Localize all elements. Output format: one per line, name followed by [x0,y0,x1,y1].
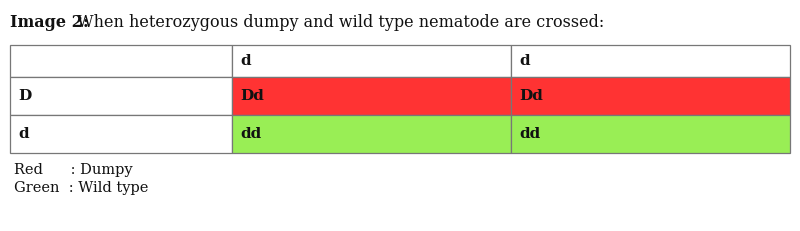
Text: D: D [18,89,31,103]
Text: Dd: Dd [240,89,264,103]
Text: d: d [519,54,530,68]
Text: Red      : Dumpy: Red : Dumpy [14,163,133,177]
Bar [232,77,511,115]
Text: Dd: Dd [519,89,543,103]
Bar [10,115,232,153]
Bar [10,77,232,115]
Bar [511,77,790,115]
Text: d: d [18,127,29,141]
Text: When heterozygous dumpy and wild type nematode are crossed:: When heterozygous dumpy and wild type ne… [72,14,604,31]
Bar [511,45,790,77]
Text: Green  : Wild type: Green : Wild type [14,181,148,195]
Text: Image 2:: Image 2: [10,14,89,31]
Bar [10,45,232,77]
Text: d: d [240,54,251,68]
Text: dd: dd [240,127,262,141]
Text: dd: dd [519,127,541,141]
Bar [232,115,511,153]
Bar [232,45,511,77]
Bar [511,115,790,153]
